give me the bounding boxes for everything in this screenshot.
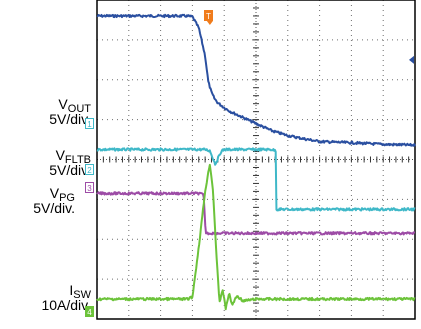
label-vfltb-main: V [55, 147, 65, 163]
label-isw-scale: 10A/div. [41, 297, 91, 313]
trace-vfltb [96, 147, 416, 212]
channel-4-marker-text: 4 [87, 308, 92, 317]
label-vout-scale: 5V/div. [49, 111, 91, 127]
channel-2-marker: 2 [85, 164, 94, 175]
label-isw-main: I [69, 282, 74, 298]
scope-grid [96, 0, 416, 320]
label-vfltb-sub: FLTB [64, 154, 91, 166]
label-vpg: VPG 5V/div. [33, 186, 75, 216]
scope-markers [206, 21, 414, 64]
trace-vout [96, 13, 416, 147]
label-vout-main: V [58, 96, 68, 112]
label-vpg-main: V [49, 185, 60, 201]
channel-2-marker-text: 2 [87, 166, 92, 175]
label-isw: ISW 10A/div. [41, 283, 91, 313]
channel-4-marker: 4 [85, 306, 94, 317]
channel-3-marker: 3 [85, 182, 94, 193]
label-vpg-sub: PG [59, 192, 75, 204]
label-isw-sub: SW [73, 289, 91, 301]
label-vout-sub: OUT [67, 103, 91, 115]
label-vout: VOUT 5V/div. [49, 97, 91, 127]
plot-frame [96, 0, 416, 320]
trigger-marker-text: T [206, 12, 211, 21]
trigger-level-marker [409, 55, 414, 64]
label-vfltb: VFLTB 5V/div. [49, 148, 91, 178]
label-vfltb-scale: 5V/div. [49, 162, 91, 178]
trace-vpg [96, 191, 416, 236]
trigger-marker: T [204, 10, 213, 21]
channel-3-marker-text: 3 [87, 184, 92, 193]
channel-1-marker-text: 1 [87, 120, 92, 129]
scope-traces [96, 13, 416, 311]
label-vpg-scale: 5V/div. [33, 200, 75, 216]
trigger-pointer [206, 21, 213, 25]
trace-isw [96, 163, 416, 311]
channel-1-marker: 1 [85, 118, 94, 129]
